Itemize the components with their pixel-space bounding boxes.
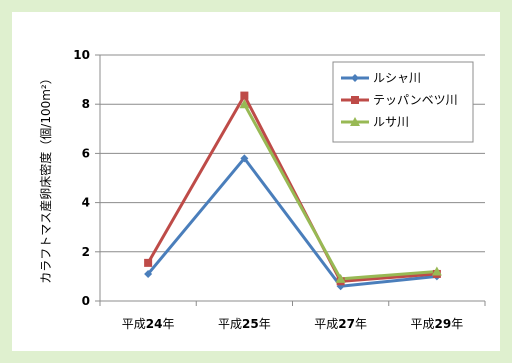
point-s2-3 (431, 266, 442, 276)
y-tick-2: 2 (82, 245, 90, 259)
legend-label-2: ルサ川 (373, 115, 409, 129)
x-tick-2: 平成27年 (314, 317, 367, 331)
y-tick-8: 8 (82, 97, 90, 111)
legend-label-1: テッパンベツ川 (373, 93, 458, 107)
point-s1-0 (144, 258, 153, 267)
series-markers (144, 91, 442, 291)
y-tick-0: 0 (82, 294, 90, 308)
axes (95, 54, 486, 306)
y-tick-6: 6 (82, 146, 90, 160)
x-tick-1: 平成25年 (218, 317, 271, 331)
legend-marker-1 (351, 96, 359, 104)
y-tick-10: 10 (73, 48, 90, 62)
legend-marker-2 (350, 117, 360, 126)
point-s0-0 (144, 269, 153, 278)
series-line-0 (146, 156, 438, 288)
y-tick-labels: 0 2 4 6 8 10 (73, 48, 90, 308)
legend-label-0: ルシャ川 (373, 71, 421, 85)
point-s0-1 (240, 154, 249, 163)
y-axis-label: カラフトマス産卵床密度（個/100m²） (38, 72, 53, 283)
point-s1-1 (240, 91, 249, 100)
x-tick-0: 平成24年 (122, 317, 175, 331)
point-s2-1 (239, 99, 250, 109)
x-tick-3: 平成29年 (411, 317, 464, 331)
x-tick-labels: 平成24年 平成25年 平成27年 平成29年 (122, 317, 463, 331)
legend-marker-0 (351, 74, 359, 82)
point-s2-2 (335, 273, 346, 283)
y-tick-4: 4 (82, 196, 90, 210)
